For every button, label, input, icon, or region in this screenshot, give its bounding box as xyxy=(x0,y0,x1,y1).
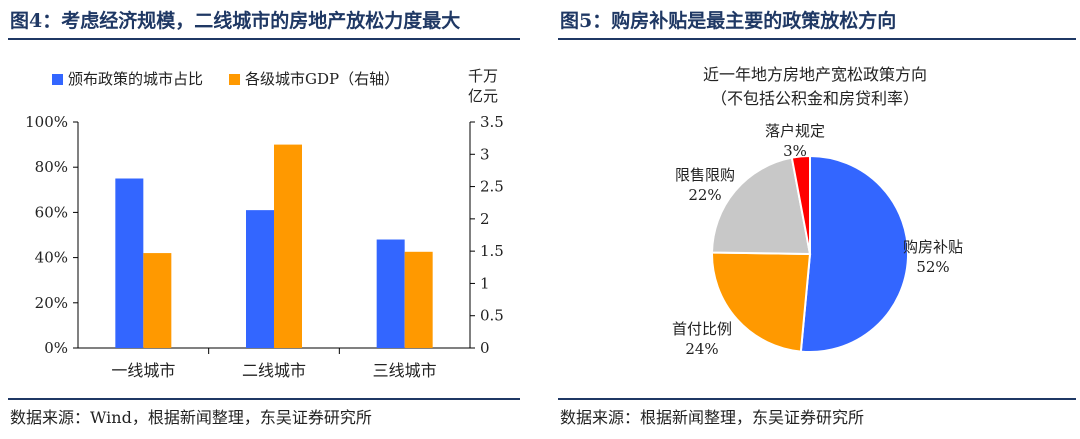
right-axis-unit-line1: 千万 xyxy=(468,67,498,85)
right-tick-label: 3 xyxy=(480,145,490,163)
bar-gdp-3 xyxy=(404,251,433,348)
figure-4-source: 数据来源：Wind，根据新闻整理，东吴证券研究所 xyxy=(10,408,372,427)
pie-pct-2: 24% xyxy=(685,340,718,358)
pie-chart: 近一年地方房地产宽松政策方向 （不包括公积金和房贷利率） 购房补贴 52% 首付比例 24… xyxy=(672,65,963,358)
pie-pct-1: 52% xyxy=(916,258,949,276)
right-axis-unit-line2: 亿元 xyxy=(468,87,498,105)
pie-slice-3 xyxy=(710,156,812,256)
legend-swatch-1 xyxy=(52,74,63,85)
pie-pct-4: 3% xyxy=(783,142,807,160)
bar-policy-share-3 xyxy=(376,239,405,348)
legend-label-2: 各级城市GDP（右轴） xyxy=(245,70,399,88)
pie-title-line1: 近一年地方房地产宽松政策方向 xyxy=(703,65,927,84)
bar-policy-share-2 xyxy=(246,210,274,348)
figure-4-panel: 图4：考虑经济规模，二线城市的房地产放松力度最大 颁布政策的城市占比 各级城市GD… xyxy=(0,0,520,439)
bar-chart: 颁布政策的城市占比 各级城市GDP（右轴） 千万亿元0%20%40%60%80%10… xyxy=(25,67,504,380)
pie-pct-3: 22% xyxy=(688,186,721,204)
figure-4-title: 图4：考虑经济规模，二线城市的房地产放松力度最大 xyxy=(10,10,461,32)
title-rule xyxy=(558,38,1076,40)
title-rule xyxy=(8,38,520,40)
right-tick-label: 2 xyxy=(480,210,490,228)
left-tick-label: 60% xyxy=(35,203,68,221)
legend-swatch-2 xyxy=(229,74,241,85)
left-tick-label: 20% xyxy=(35,294,68,312)
pie-label-2: 首付比例 xyxy=(672,320,732,338)
right-tick-label: 2.5 xyxy=(480,178,504,196)
left-tick-label: 100% xyxy=(25,113,68,131)
legend-label-1: 颁布政策的城市占比 xyxy=(68,70,203,88)
pie-label-4: 落户规定 xyxy=(765,122,825,140)
x-tick-label: 二线城市 xyxy=(242,361,306,380)
left-tick-label: 0% xyxy=(44,339,68,357)
pie-label-1: 购房补贴 xyxy=(903,238,963,256)
source-rule xyxy=(8,398,520,400)
pie-title-line2: （不包括公积金和房贷利率） xyxy=(711,89,919,108)
figure-5-title: 图5：购房补贴是最主要的政策放松方向 xyxy=(560,10,897,32)
bar-gdp-1 xyxy=(143,253,172,348)
right-tick-label: 3.5 xyxy=(480,113,504,131)
source-rule xyxy=(558,398,1076,400)
pie-slice-2 xyxy=(711,251,812,353)
left-tick-label: 40% xyxy=(35,249,68,267)
pie-label-3: 限售限购 xyxy=(675,166,735,184)
left-tick-label: 80% xyxy=(35,158,68,176)
right-tick-label: 0 xyxy=(480,339,490,357)
right-tick-label: 0.5 xyxy=(480,307,504,325)
bar-policy-share-1 xyxy=(115,178,144,348)
right-tick-label: 1.5 xyxy=(480,242,504,260)
right-tick-label: 1 xyxy=(480,274,490,292)
figure-5-panel: 图5：购房补贴是最主要的政策放松方向 近一年地方房地产宽松政策方向 （不包括公积金… xyxy=(550,0,1080,439)
figure-5-source: 数据来源：根据新闻整理，东吴证券研究所 xyxy=(560,408,865,427)
bar-gdp-2 xyxy=(274,144,302,348)
pie-slice-1 xyxy=(799,154,910,353)
x-tick-label: 三线城市 xyxy=(373,361,437,380)
x-tick-label: 一线城市 xyxy=(111,361,175,380)
pie-slice-4 xyxy=(790,154,811,255)
